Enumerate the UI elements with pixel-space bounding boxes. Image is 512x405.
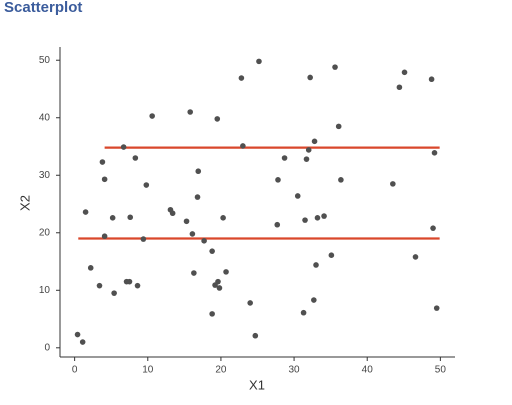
point xyxy=(300,309,307,316)
x-tick-label: 40 xyxy=(362,365,374,376)
point xyxy=(412,254,419,260)
point xyxy=(305,147,312,153)
point xyxy=(127,214,134,221)
point xyxy=(132,155,139,161)
point xyxy=(189,231,196,237)
x-tick-label: 50 xyxy=(435,365,447,376)
point xyxy=(321,213,327,219)
point xyxy=(215,278,221,285)
point xyxy=(401,69,408,76)
point xyxy=(149,113,155,119)
point xyxy=(82,209,89,215)
point xyxy=(247,300,253,306)
point xyxy=(134,282,141,289)
y-tick-label: 20 xyxy=(39,227,51,238)
point xyxy=(201,238,207,244)
point xyxy=(311,138,318,145)
y-tick-label: 0 xyxy=(44,342,50,353)
x-axis-label: X1 xyxy=(249,377,265,392)
y-tick-label: 30 xyxy=(39,170,51,181)
y-axis-label: X2 xyxy=(17,195,32,211)
point xyxy=(252,332,259,339)
x-tick-label: 10 xyxy=(142,365,154,376)
point xyxy=(87,265,94,271)
x-tick-label: 20 xyxy=(215,365,227,376)
point xyxy=(183,218,190,225)
y-tick-label: 10 xyxy=(39,285,51,296)
point xyxy=(302,217,308,223)
point xyxy=(79,339,86,345)
point xyxy=(195,168,202,175)
point xyxy=(314,215,321,221)
point xyxy=(240,143,246,149)
point xyxy=(101,233,108,240)
point xyxy=(140,236,147,242)
point xyxy=(143,182,150,188)
point xyxy=(281,155,288,161)
point xyxy=(101,176,108,183)
point xyxy=(338,177,344,183)
chart-title: Scatterplot xyxy=(4,0,82,16)
point xyxy=(275,177,281,183)
point xyxy=(194,194,201,200)
point xyxy=(428,76,435,83)
point xyxy=(303,156,310,162)
point xyxy=(109,215,116,221)
point xyxy=(238,75,245,81)
point xyxy=(396,84,403,91)
point xyxy=(431,150,438,156)
point xyxy=(390,181,396,187)
point xyxy=(307,74,313,81)
point xyxy=(328,252,335,259)
point xyxy=(220,215,226,221)
point xyxy=(209,248,215,254)
point xyxy=(191,270,197,276)
y-tick-label: 40 xyxy=(39,112,51,123)
point xyxy=(332,64,338,70)
point xyxy=(187,109,194,115)
point xyxy=(74,331,81,338)
point xyxy=(96,282,103,289)
point xyxy=(169,210,176,217)
point xyxy=(120,144,127,150)
point xyxy=(433,305,440,311)
point xyxy=(216,285,223,291)
point xyxy=(99,159,106,165)
point xyxy=(313,262,319,268)
point xyxy=(274,221,281,228)
point xyxy=(294,193,301,199)
point xyxy=(214,116,221,122)
point xyxy=(223,269,229,275)
x-tick-label: 30 xyxy=(289,365,301,376)
point xyxy=(430,225,436,231)
point xyxy=(111,290,117,296)
point xyxy=(209,311,215,317)
point xyxy=(311,297,317,303)
x-tick-label: 0 xyxy=(72,365,78,376)
point xyxy=(256,58,262,65)
y-tick-label: 50 xyxy=(39,55,51,66)
point xyxy=(126,278,133,285)
point xyxy=(335,123,342,130)
